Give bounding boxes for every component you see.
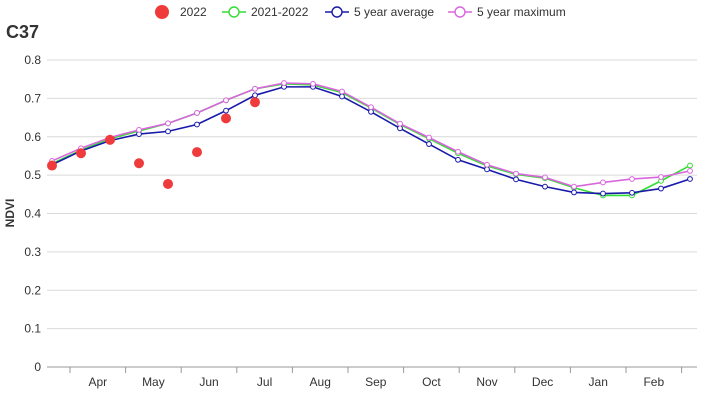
legend: 2022 2021-2022 5 year average 5 year maximu… [155,5,566,19]
data-point [397,125,403,132]
x-tick-label: Apr [88,375,107,389]
x-tick-label: May [142,375,165,389]
chart-title: C37 [6,22,39,42]
legend-item[interactable]: 5 year average [325,5,434,19]
data-point [571,189,577,196]
x-tick-label: Feb [643,375,664,389]
data-point [223,97,229,104]
data-point [484,166,490,173]
y-tick-label: 0 [34,360,41,374]
y-tick-label: 0.7 [24,91,41,105]
legend-label: 2021-2022 [251,5,309,19]
y-tick-label: 0.4 [24,207,41,221]
legend-label: 2022 [180,5,207,19]
x-tick-label: Nov [476,375,497,389]
data-point [687,162,693,169]
data-point [76,148,86,159]
y-tick-label: 0.8 [24,53,41,67]
y-tick-label: 0.3 [24,245,41,259]
data-point [194,110,200,116]
series-line [51,82,691,197]
data-point [252,85,258,92]
series-2022 [47,97,260,189]
y-tick-label: 0.5 [24,168,41,182]
data-point [165,128,171,135]
data-point [339,88,345,95]
data-point [542,183,548,190]
y-tick-labels: 0 0.1 0.2 0.3 0.4 0.5 0.6 0.7 0.8 [24,53,41,374]
data-point [542,174,548,181]
legend-marker [228,6,240,18]
legend-marker [454,6,466,18]
data-point [658,185,664,192]
data-point [194,121,200,128]
data-point [310,80,316,87]
x-tick-label: Oct [422,375,441,389]
data-point [455,156,461,163]
data-point [687,168,693,174]
y-tick-label: 0.6 [24,130,41,144]
series-line [51,86,691,195]
data-point [513,176,519,183]
data-point [658,174,664,180]
data-point [600,179,606,186]
gridlines [47,59,697,368]
x-tick-label: Jun [199,375,218,389]
data-point [571,183,577,190]
legend-marker [331,6,343,18]
data-point [339,93,345,100]
data-point [513,170,519,177]
x-tick-label: Aug [310,375,331,389]
series-5-year-average [49,83,693,197]
series-5-year-maximum [49,80,693,190]
data-point [192,147,202,158]
y-tick-label: 0.2 [24,283,41,297]
data-point [629,176,635,182]
data-point [165,120,171,127]
legend-label: 5 year average [354,5,434,19]
legend-item[interactable]: 5 year maximum [448,5,566,19]
data-point [368,104,374,111]
data-point [136,126,142,133]
data-point [455,148,461,155]
data-point [47,160,57,171]
x-tick-label: Jan [589,375,608,389]
data-point [368,108,374,115]
series-group [47,80,693,199]
x-tick-label: Jul [257,375,272,389]
data-point [397,120,403,127]
data-point [163,178,173,189]
y-axis-label: NDVI [3,199,17,228]
data-point [600,190,606,197]
legend-item[interactable]: 2022 [155,5,207,19]
data-point [105,134,115,145]
data-point [134,158,144,169]
data-point [223,107,229,114]
y-tick-label: 0.1 [24,322,41,336]
legend-marker [155,5,169,19]
legend-label: 5 year maximum [477,5,566,19]
data-point [250,97,260,108]
data-point [426,134,432,141]
data-point [687,176,693,182]
data-point [484,161,490,168]
data-point [252,92,258,99]
x-tick-label: Sep [365,375,387,389]
data-point [281,80,287,86]
data-point [426,141,432,147]
data-point [629,189,635,196]
x-axis: Apr May Jun Jul Aug Sep Oct Nov Dec Jan Feb [69,367,683,389]
x-tick-label: Dec [532,375,553,389]
legend-item[interactable]: 2021-2022 [222,5,309,19]
data-point [221,113,231,124]
